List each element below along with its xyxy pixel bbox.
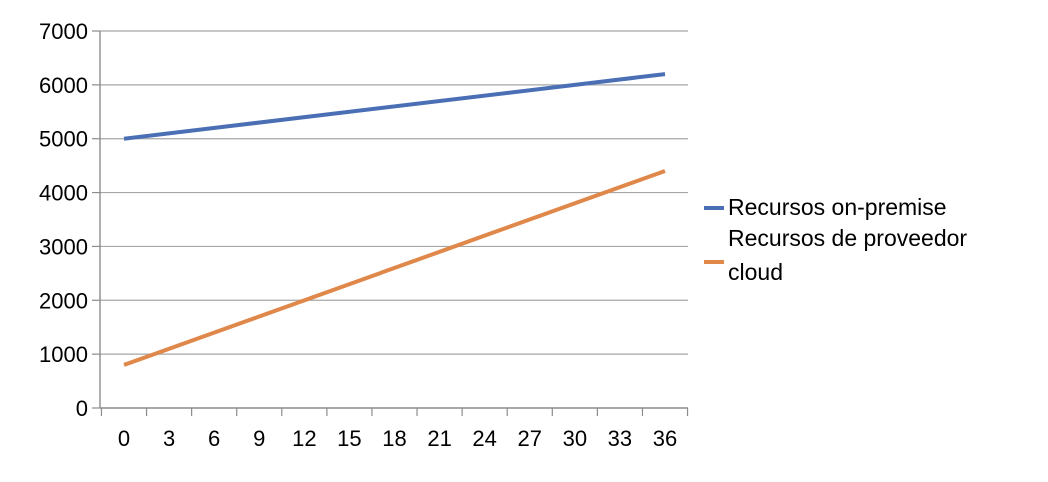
y-tick-label: 3000	[39, 234, 88, 259]
x-tick-label: 18	[382, 426, 406, 451]
x-tick-label: 0	[118, 426, 130, 451]
y-tick-label: 1000	[39, 342, 88, 367]
x-tick-label: 36	[653, 426, 677, 451]
x-tick-label: 12	[292, 426, 316, 451]
series-lines	[123, 72, 666, 367]
legend-label: cloud	[728, 259, 783, 285]
x-tick-label: 6	[208, 426, 220, 451]
legend: Recursos on-premise Recursos de proveedor…	[704, 194, 967, 285]
y-tick-label: 5000	[39, 127, 88, 152]
x-tick-label: 21	[427, 426, 451, 451]
x-tick-label: 33	[608, 426, 632, 451]
x-tick-label: 9	[253, 426, 265, 451]
legend-label: Recursos de proveedor	[728, 225, 967, 251]
legend-label: Recursos on-premise	[728, 194, 947, 220]
series-line-cloud	[123, 169, 666, 367]
x-tick-label: 15	[337, 426, 361, 451]
x-tick-label: 27	[518, 426, 542, 451]
y-tick-label: 6000	[39, 73, 88, 98]
y-tick-label: 4000	[39, 181, 88, 206]
y-tick-label: 7000	[39, 19, 88, 44]
x-tick-label: 30	[563, 426, 587, 451]
x-tick-label: 24	[472, 426, 496, 451]
grid-lines	[100, 30, 688, 355]
series-line-on-premise	[123, 72, 666, 141]
y-tick-label: 0	[76, 396, 88, 421]
x-tick-label: 3	[163, 426, 175, 451]
y-tick-label: 2000	[39, 288, 88, 313]
